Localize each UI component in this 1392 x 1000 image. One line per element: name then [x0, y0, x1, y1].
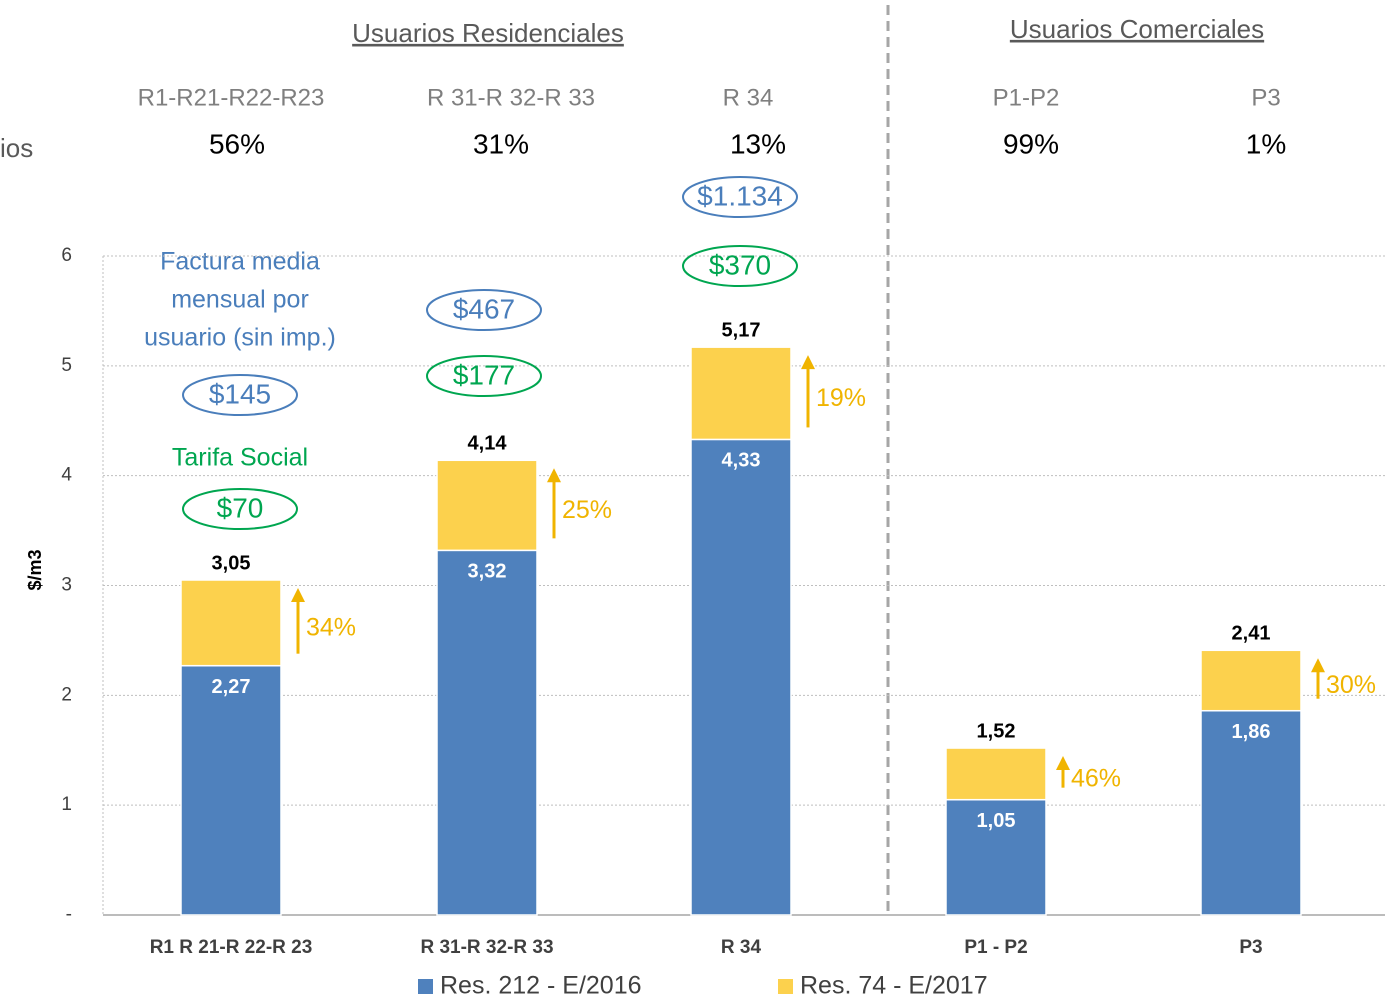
total-label: 5,17 — [722, 319, 761, 341]
subgroup-label: R 34 — [723, 84, 774, 111]
y-tick-label: 5 — [61, 355, 72, 376]
change-arrow-head — [1056, 756, 1070, 771]
change-arrow-head — [547, 468, 561, 483]
change-arrow-head — [1311, 658, 1325, 673]
share-label: 56% — [209, 128, 265, 159]
invoice-title: mensual por — [171, 286, 309, 314]
y-tick-label: 4 — [61, 465, 72, 486]
total-label: 1,52 — [977, 720, 1016, 742]
value-label: 1,05 — [977, 810, 1016, 832]
bubble — [682, 176, 798, 218]
value-label: 3,32 — [468, 561, 507, 583]
bar-segment — [690, 438, 792, 916]
legend-swatch — [418, 979, 433, 994]
invoice-title: Factura media — [160, 248, 320, 276]
group-title: Usuarios Residenciales — [352, 18, 624, 48]
legend-label: Res. 212 - E/2016 — [440, 972, 642, 1000]
bubble — [426, 355, 542, 397]
y-tick-label: - — [66, 904, 72, 925]
bar-segment — [180, 664, 282, 916]
bubble-label: $70 — [217, 492, 264, 523]
bubble — [182, 374, 298, 416]
share-label: 99% — [1003, 128, 1059, 159]
y-tick-label: 6 — [61, 245, 72, 266]
y-tick-label: 1 — [61, 794, 72, 815]
share-label: 13% — [730, 128, 786, 159]
bar-segment — [180, 579, 282, 667]
total-label: 3,05 — [212, 552, 251, 574]
value-label: 1,86 — [1232, 721, 1271, 743]
social-title: Tarifa Social — [172, 444, 308, 472]
x-tick-label: R 34 — [721, 937, 762, 958]
subgroup-label: P3 — [1251, 84, 1280, 111]
change-label: 25% — [562, 496, 612, 524]
change-label: 34% — [306, 613, 356, 641]
y-tick-label: 3 — [61, 575, 72, 596]
change-label: 46% — [1071, 764, 1121, 792]
bubble-label: $1.134 — [697, 180, 783, 211]
bar-segment — [436, 549, 538, 916]
value-label: 4,33 — [722, 450, 761, 472]
value-label: 2,27 — [212, 676, 251, 698]
y-tick-label: 2 — [61, 684, 72, 705]
change-label: 19% — [816, 384, 866, 412]
share-label: 1% — [1246, 128, 1286, 159]
invoice-title: usuario (sin imp.) — [144, 324, 336, 352]
change-arrow-head — [801, 355, 815, 370]
y-axis-label: $/m3 — [25, 549, 45, 590]
bubble-label: $177 — [453, 359, 515, 390]
subgroup-label: R 31-R 32-R 33 — [427, 84, 595, 111]
legend-swatch — [778, 979, 793, 994]
total-label: 4,14 — [468, 433, 508, 455]
bar-segment — [1200, 649, 1302, 712]
change-arrow-head — [291, 588, 305, 603]
bubble — [426, 289, 542, 331]
bar-segment — [945, 798, 1047, 916]
x-tick-label: P3 — [1239, 937, 1262, 958]
bar-segment — [436, 459, 538, 552]
bar-segment — [1200, 709, 1302, 916]
x-tick-label: P1 - P2 — [964, 937, 1027, 958]
bubble-label: $370 — [709, 249, 771, 280]
bubble — [682, 245, 798, 287]
group-title: Usuarios Comerciales — [1010, 14, 1264, 44]
bar-segment — [690, 346, 792, 441]
share-label: 31% — [473, 128, 529, 159]
subgroup-label: R1-R21-R22-R23 — [138, 84, 325, 111]
side-label: ios — [0, 133, 33, 163]
x-tick-label: R1 R 21-R 22-R 23 — [150, 937, 313, 958]
total-label: 2,41 — [1232, 623, 1271, 645]
legend-label: Res. 74 - E/2017 — [800, 972, 988, 1000]
change-label: 30% — [1326, 671, 1376, 699]
subgroup-label: P1-P2 — [993, 84, 1060, 111]
bar-segment — [945, 747, 1047, 801]
bubble-label: $467 — [453, 293, 515, 324]
x-tick-label: R 31-R 32-R 33 — [420, 937, 553, 958]
bubble — [182, 488, 298, 530]
bubble-label: $145 — [209, 378, 271, 409]
